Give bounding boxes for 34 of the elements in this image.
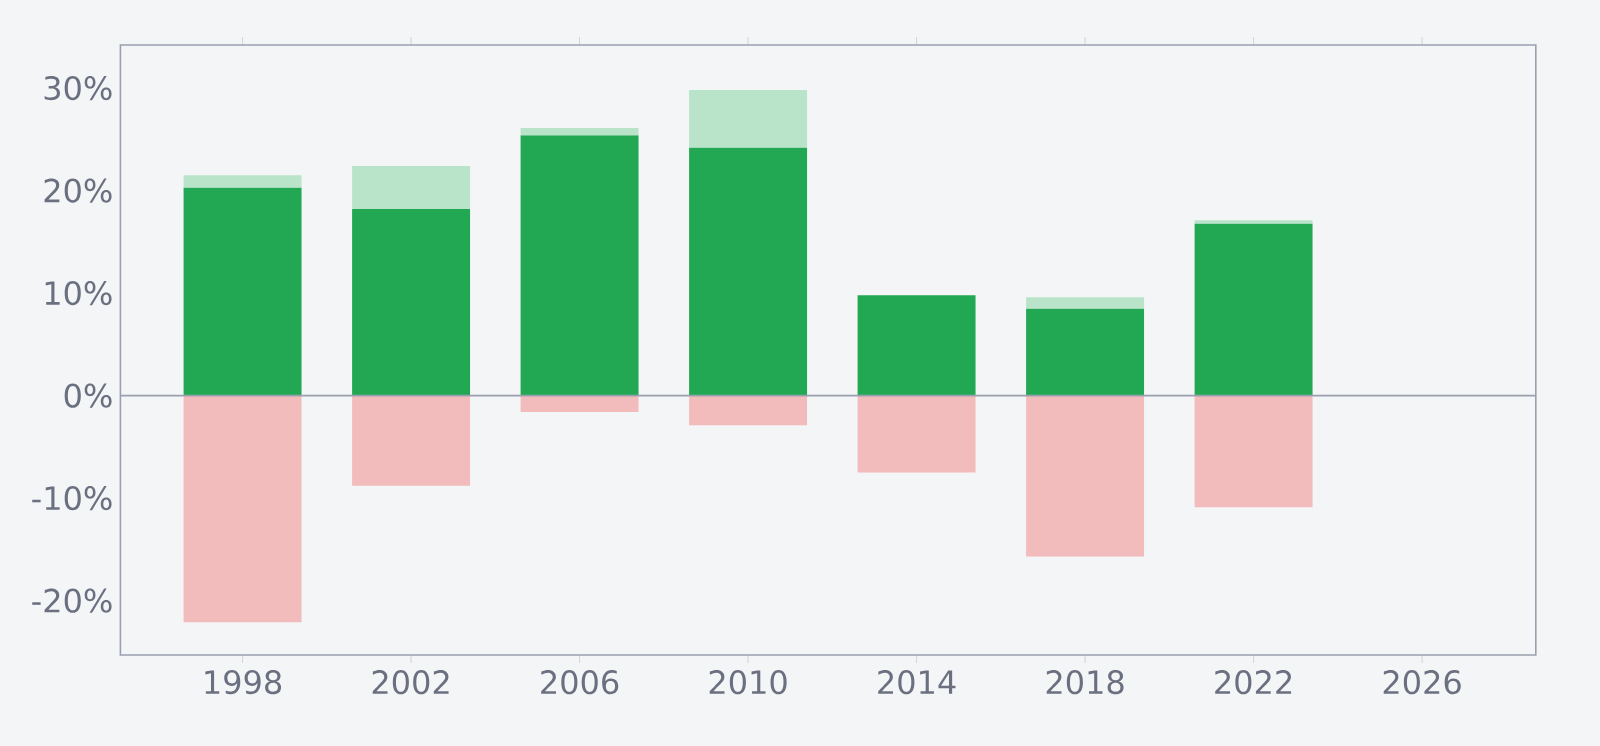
bar <box>1026 308 1145 396</box>
x-tick-label: 2026 <box>1383 670 1461 695</box>
bar <box>689 395 808 426</box>
bar <box>183 175 302 188</box>
bar <box>1194 395 1313 508</box>
y-tick-label: -10% <box>32 486 112 511</box>
bar <box>857 395 976 473</box>
x-tick-label: 2022 <box>1215 670 1292 695</box>
bar <box>1026 395 1145 557</box>
y-tick-label: -20% <box>32 588 112 613</box>
bar <box>1194 223 1313 396</box>
bar <box>183 187 302 396</box>
y-tick-label: 30% <box>44 75 112 101</box>
x-tick-label: 2010 <box>709 670 787 695</box>
bar <box>1026 297 1145 309</box>
bar <box>689 147 808 396</box>
x-tick-label: 2014 <box>878 670 956 695</box>
bar <box>520 395 639 413</box>
x-tick-label: 2002 <box>372 670 449 695</box>
x-tick-label: 2018 <box>1046 670 1124 695</box>
bar <box>352 165 471 210</box>
bar <box>183 395 302 623</box>
bar <box>689 90 808 148</box>
y-tick-label: 10% <box>45 281 112 306</box>
x-tick-label: 1998 <box>205 670 282 695</box>
bar <box>352 209 471 396</box>
bar <box>1194 220 1313 224</box>
y-tick-label: 20% <box>44 178 112 203</box>
bar <box>520 135 639 396</box>
bar <box>857 295 976 396</box>
bar <box>352 395 471 486</box>
y-tick-label: 0% <box>64 383 112 408</box>
bar <box>520 128 639 136</box>
x-tick-label: 2006 <box>541 670 619 695</box>
